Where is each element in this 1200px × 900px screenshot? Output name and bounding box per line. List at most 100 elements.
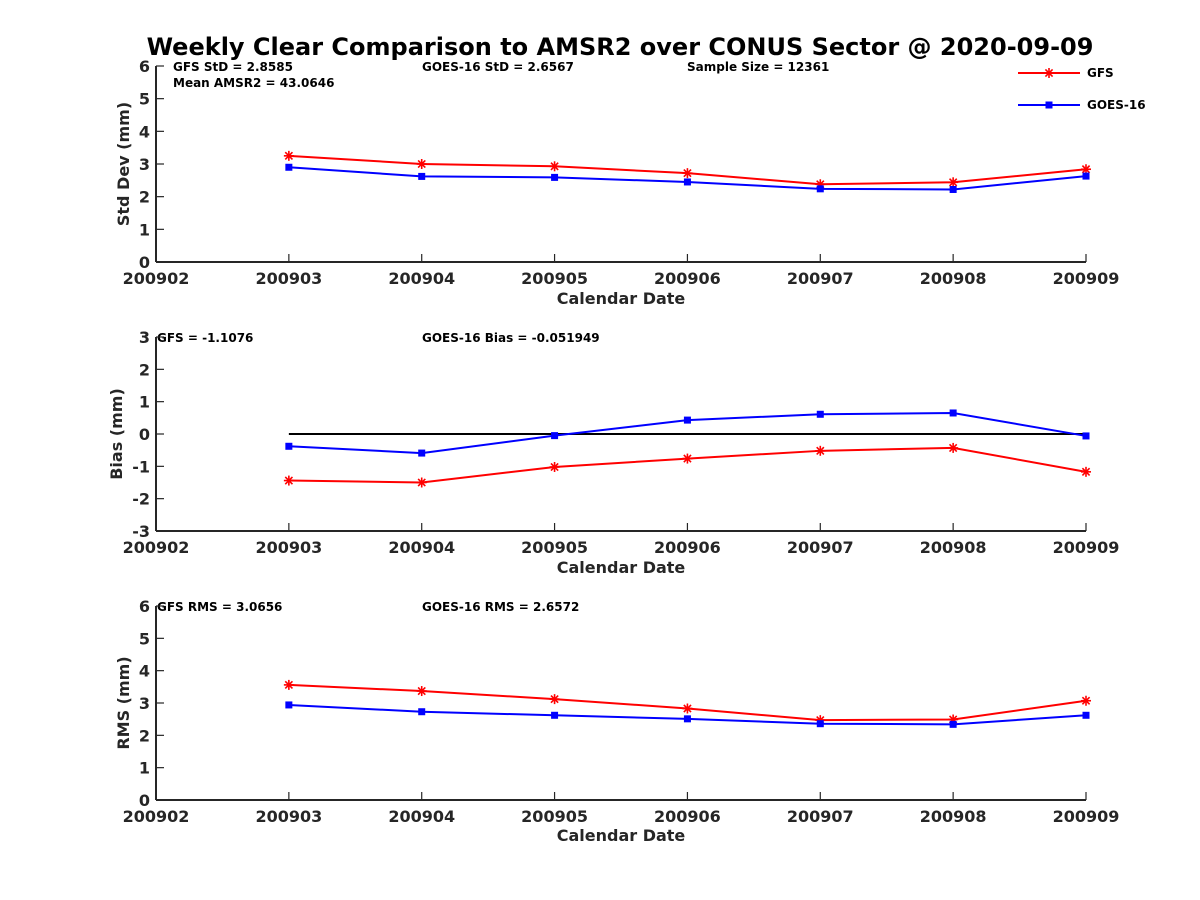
stddev-x-tick-label: 200909 xyxy=(1053,269,1120,288)
bias-goes16-point xyxy=(418,449,426,457)
bias-goes16-point xyxy=(1082,432,1090,440)
bias-gfs-point xyxy=(416,477,427,488)
rms-y-tick-label: 5 xyxy=(139,629,150,648)
gfs-bias-annotation: GFS = -1.1076 xyxy=(157,331,253,345)
bias-y-tick-label: -2 xyxy=(132,490,150,509)
stddev-goes16-point xyxy=(551,173,559,181)
goes16-stddev-annotation: GOES-16 StD = 2.6567 xyxy=(422,60,574,74)
legend-entry-gfs: GFS xyxy=(1018,66,1114,80)
stddev-y-tick-label: 1 xyxy=(139,220,150,239)
stddev-goes16-point xyxy=(816,185,824,193)
legend-marker-0 xyxy=(1044,68,1054,78)
stddev-y-tick-label: 3 xyxy=(139,155,150,174)
bias-panel-xlabel: Calendar Date xyxy=(557,558,686,577)
stddev-x-tick-label: 200908 xyxy=(920,269,987,288)
figure-title: Weekly Clear Comparison to AMSR2 over CO… xyxy=(147,33,1094,61)
rms-y-tick-label: 3 xyxy=(139,694,150,713)
bias-y-tick-label: -1 xyxy=(132,457,150,476)
bias-gfs-point xyxy=(283,475,294,486)
mean-amsr2-annotation: Mean AMSR2 = 43.0646 xyxy=(173,76,334,90)
legend-gfs-label: GFS xyxy=(1087,66,1114,80)
bias-goes16-point xyxy=(816,410,824,418)
stddev-goes16-point xyxy=(1082,172,1090,180)
rms-y-tick-label: 4 xyxy=(139,662,150,681)
rms-goes16-point xyxy=(816,720,824,728)
bias-panel-ylabel: Bias (mm) xyxy=(107,388,126,480)
stddev-panel-ylabel: Std Dev (mm) xyxy=(114,102,133,226)
stddev-goes16-point xyxy=(683,178,691,186)
rms-gfs-point xyxy=(1081,695,1091,706)
rms-gfs-point xyxy=(549,694,560,705)
rms-panel: GFS RMS = 3.0656 GOES-16 RMS = 2.6572 Ca… xyxy=(114,597,1119,845)
stddev-x-tick-label: 200902 xyxy=(123,269,190,288)
stddev-gfs-point xyxy=(682,168,693,179)
rms-goes16-point xyxy=(683,715,691,723)
goes16-rms-annotation: GOES-16 RMS = 2.6572 xyxy=(422,600,579,614)
stddev-goes16-point xyxy=(285,163,293,171)
rms-gfs-point xyxy=(283,679,294,690)
stddev-x-tick-label: 200905 xyxy=(521,269,588,288)
rms-x-tick-label: 200904 xyxy=(388,807,455,826)
rms-x-tick-label: 200909 xyxy=(1053,807,1120,826)
rms-y-tick-label: 2 xyxy=(139,726,150,745)
bias-goes16-point xyxy=(949,409,957,417)
bias-y-tick-label: 1 xyxy=(139,393,150,412)
bias-x-tick-label: 200906 xyxy=(654,538,721,557)
rms-gfs-point xyxy=(682,703,693,714)
bias-x-tick-label: 200909 xyxy=(1053,538,1120,557)
bias-panel: GFS = -1.1076 GOES-16 Bias = -0.051949 C… xyxy=(107,328,1119,577)
stddev-gfs-point xyxy=(283,150,294,161)
bias-y-tick-label: 0 xyxy=(139,425,150,444)
bias-y-tick-label: 2 xyxy=(139,360,150,379)
rms-goes16-point xyxy=(418,708,426,716)
stddev-x-tick-label: 200903 xyxy=(255,269,322,288)
legend-marker-1 xyxy=(1045,101,1053,109)
goes16-bias-annotation: GOES-16 Bias = -0.051949 xyxy=(422,331,600,345)
stddev-gfs-point xyxy=(1081,164,1091,175)
rms-x-tick-label: 200908 xyxy=(920,807,987,826)
rms-gfs-point xyxy=(416,686,427,697)
rms-y-tick-label: 6 xyxy=(139,597,150,616)
bias-gfs-point xyxy=(1081,466,1091,477)
rms-goes16-point xyxy=(1082,711,1090,719)
rms-panel-ylabel: RMS (mm) xyxy=(114,656,133,749)
bias-goes16-point xyxy=(683,416,691,424)
stddev-y-tick-label: 5 xyxy=(139,90,150,109)
rms-goes16-point xyxy=(949,720,957,728)
stddev-y-tick-label: 2 xyxy=(139,188,150,207)
stddev-x-tick-label: 200906 xyxy=(654,269,721,288)
stddev-goes16-point xyxy=(418,172,426,180)
bias-y-tick-label: 3 xyxy=(139,328,150,347)
legend-goes16-marker xyxy=(1045,101,1053,109)
rms-y-tick-label: 0 xyxy=(139,791,150,810)
legend-gfs-marker xyxy=(1044,68,1054,78)
bias-x-tick-label: 200905 xyxy=(521,538,588,557)
rms-x-tick-label: 200903 xyxy=(255,807,322,826)
rms-x-tick-label: 200905 xyxy=(521,807,588,826)
stddev-gfs-point xyxy=(416,159,427,169)
stddev-panel-xlabel: Calendar Date xyxy=(557,289,686,308)
rms-y-tick-label: 1 xyxy=(139,759,150,778)
bias-gfs-point xyxy=(549,461,560,472)
bias-goes16-point xyxy=(285,442,293,450)
legend-entry-goes16: GOES-16 xyxy=(1018,98,1146,112)
rms-x-tick-label: 200907 xyxy=(787,807,854,826)
gfs-stddev-annotation: GFS StD = 2.8585 xyxy=(173,60,293,74)
stddev-x-tick-label: 200904 xyxy=(388,269,455,288)
bias-x-tick-label: 200904 xyxy=(388,538,455,557)
stddev-gfs-point xyxy=(549,161,560,172)
sample-size-annotation: Sample Size = 12361 xyxy=(687,60,829,74)
rms-goes16-point xyxy=(551,711,559,719)
rms-panel-xlabel: Calendar Date xyxy=(557,826,686,845)
legend: GFS GOES-16 xyxy=(1018,66,1146,112)
legend-goes16-label: GOES-16 xyxy=(1087,98,1146,112)
stddev-gfs-point xyxy=(948,177,959,188)
bias-gfs-point xyxy=(682,453,693,464)
stddev-panel: GFS StD = 2.8585 Mean AMSR2 = 43.0646 GO… xyxy=(114,57,1119,308)
stddev-y-tick-label: 4 xyxy=(139,122,150,141)
stddev-goes16-point xyxy=(949,185,957,193)
bias-goes16-point xyxy=(551,432,559,440)
bias-gfs-point xyxy=(948,442,959,453)
